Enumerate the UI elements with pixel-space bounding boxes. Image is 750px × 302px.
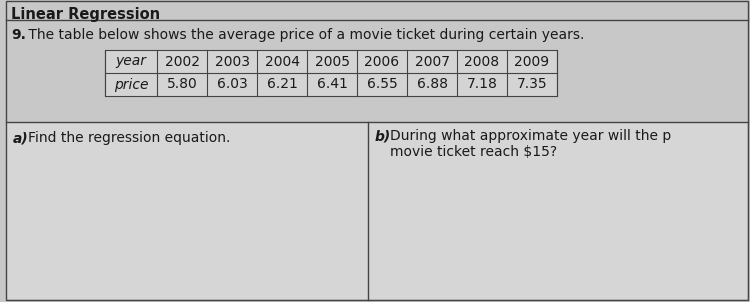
Text: 6.21: 6.21 (266, 78, 298, 92)
Text: Find the regression equation.: Find the regression equation. (28, 131, 230, 145)
Text: 7.18: 7.18 (466, 78, 497, 92)
Text: price: price (114, 78, 148, 92)
Bar (7, 123, 747, 299)
Text: year: year (116, 54, 146, 69)
Text: 6.41: 6.41 (316, 78, 347, 92)
Text: 2004: 2004 (265, 54, 299, 69)
Text: 6.55: 6.55 (367, 78, 398, 92)
Text: 2007: 2007 (415, 54, 449, 69)
Text: 6.03: 6.03 (217, 78, 248, 92)
Text: movie ticket reach $15?: movie ticket reach $15? (390, 145, 557, 159)
Text: 2009: 2009 (514, 54, 550, 69)
Text: Linear Regression: Linear Regression (11, 8, 160, 23)
Bar (105, 50, 557, 96)
Text: The table below shows the average price of a movie ticket during certain years.: The table below shows the average price … (24, 28, 584, 42)
Text: 5.80: 5.80 (166, 78, 197, 92)
Text: b): b) (375, 129, 392, 143)
Text: 7.35: 7.35 (517, 78, 548, 92)
Text: 6.88: 6.88 (416, 78, 448, 92)
Text: 9.: 9. (11, 28, 26, 42)
Text: 2006: 2006 (364, 54, 400, 69)
Text: a): a) (13, 131, 28, 145)
Text: 2003: 2003 (214, 54, 250, 69)
Text: During what approximate year will the p: During what approximate year will the p (390, 129, 671, 143)
Text: 2005: 2005 (314, 54, 350, 69)
Text: 2008: 2008 (464, 54, 500, 69)
Text: 2002: 2002 (164, 54, 200, 69)
